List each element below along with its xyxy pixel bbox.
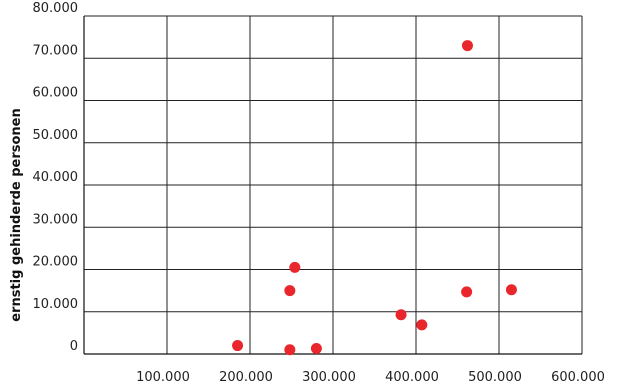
- x-tick-label: 600.000: [551, 370, 605, 385]
- data-point: [310, 343, 322, 355]
- y-tick-label: 50.000: [33, 128, 79, 143]
- x-tick-label: 500.000: [468, 370, 522, 385]
- data-point: [232, 340, 244, 352]
- data-points: [232, 40, 517, 356]
- data-point: [395, 309, 407, 321]
- data-point: [505, 284, 517, 296]
- x-tick-label: 200.000: [219, 370, 273, 385]
- y-tick-label: 20.000: [33, 255, 79, 270]
- x-tick-label: 300.000: [302, 370, 356, 385]
- data-point: [284, 285, 296, 297]
- y-axis-ticks: 0 10.000 20.000 30.000 40.000 50.000 60.000 70.…: [33, 1, 79, 354]
- data-point: [284, 344, 296, 356]
- axes: [83, 16, 582, 355]
- y-tick-label: 40.000: [33, 170, 79, 185]
- y-axis-label: ernstig gehinderde personen: [9, 108, 24, 322]
- x-axis-ticks: 100.000 200.000 300.000 400.000 500.000 600.0…: [136, 370, 605, 385]
- x-tick-label: 100.000: [136, 370, 190, 385]
- y-tick-label: 30.000: [33, 212, 79, 227]
- grid: [84, 15, 583, 354]
- data-point: [416, 319, 428, 331]
- y-tick-label: 60.000: [33, 86, 79, 101]
- data-point: [289, 261, 301, 273]
- data-point: [461, 40, 473, 52]
- y-tick-label: 80.000: [33, 1, 79, 16]
- data-point: [461, 286, 473, 298]
- y-tick-label: 0: [70, 339, 78, 354]
- y-tick-label: 70.000: [33, 43, 79, 58]
- y-tick-label: 10.000: [33, 297, 79, 312]
- x-tick-label: 400.000: [385, 370, 439, 385]
